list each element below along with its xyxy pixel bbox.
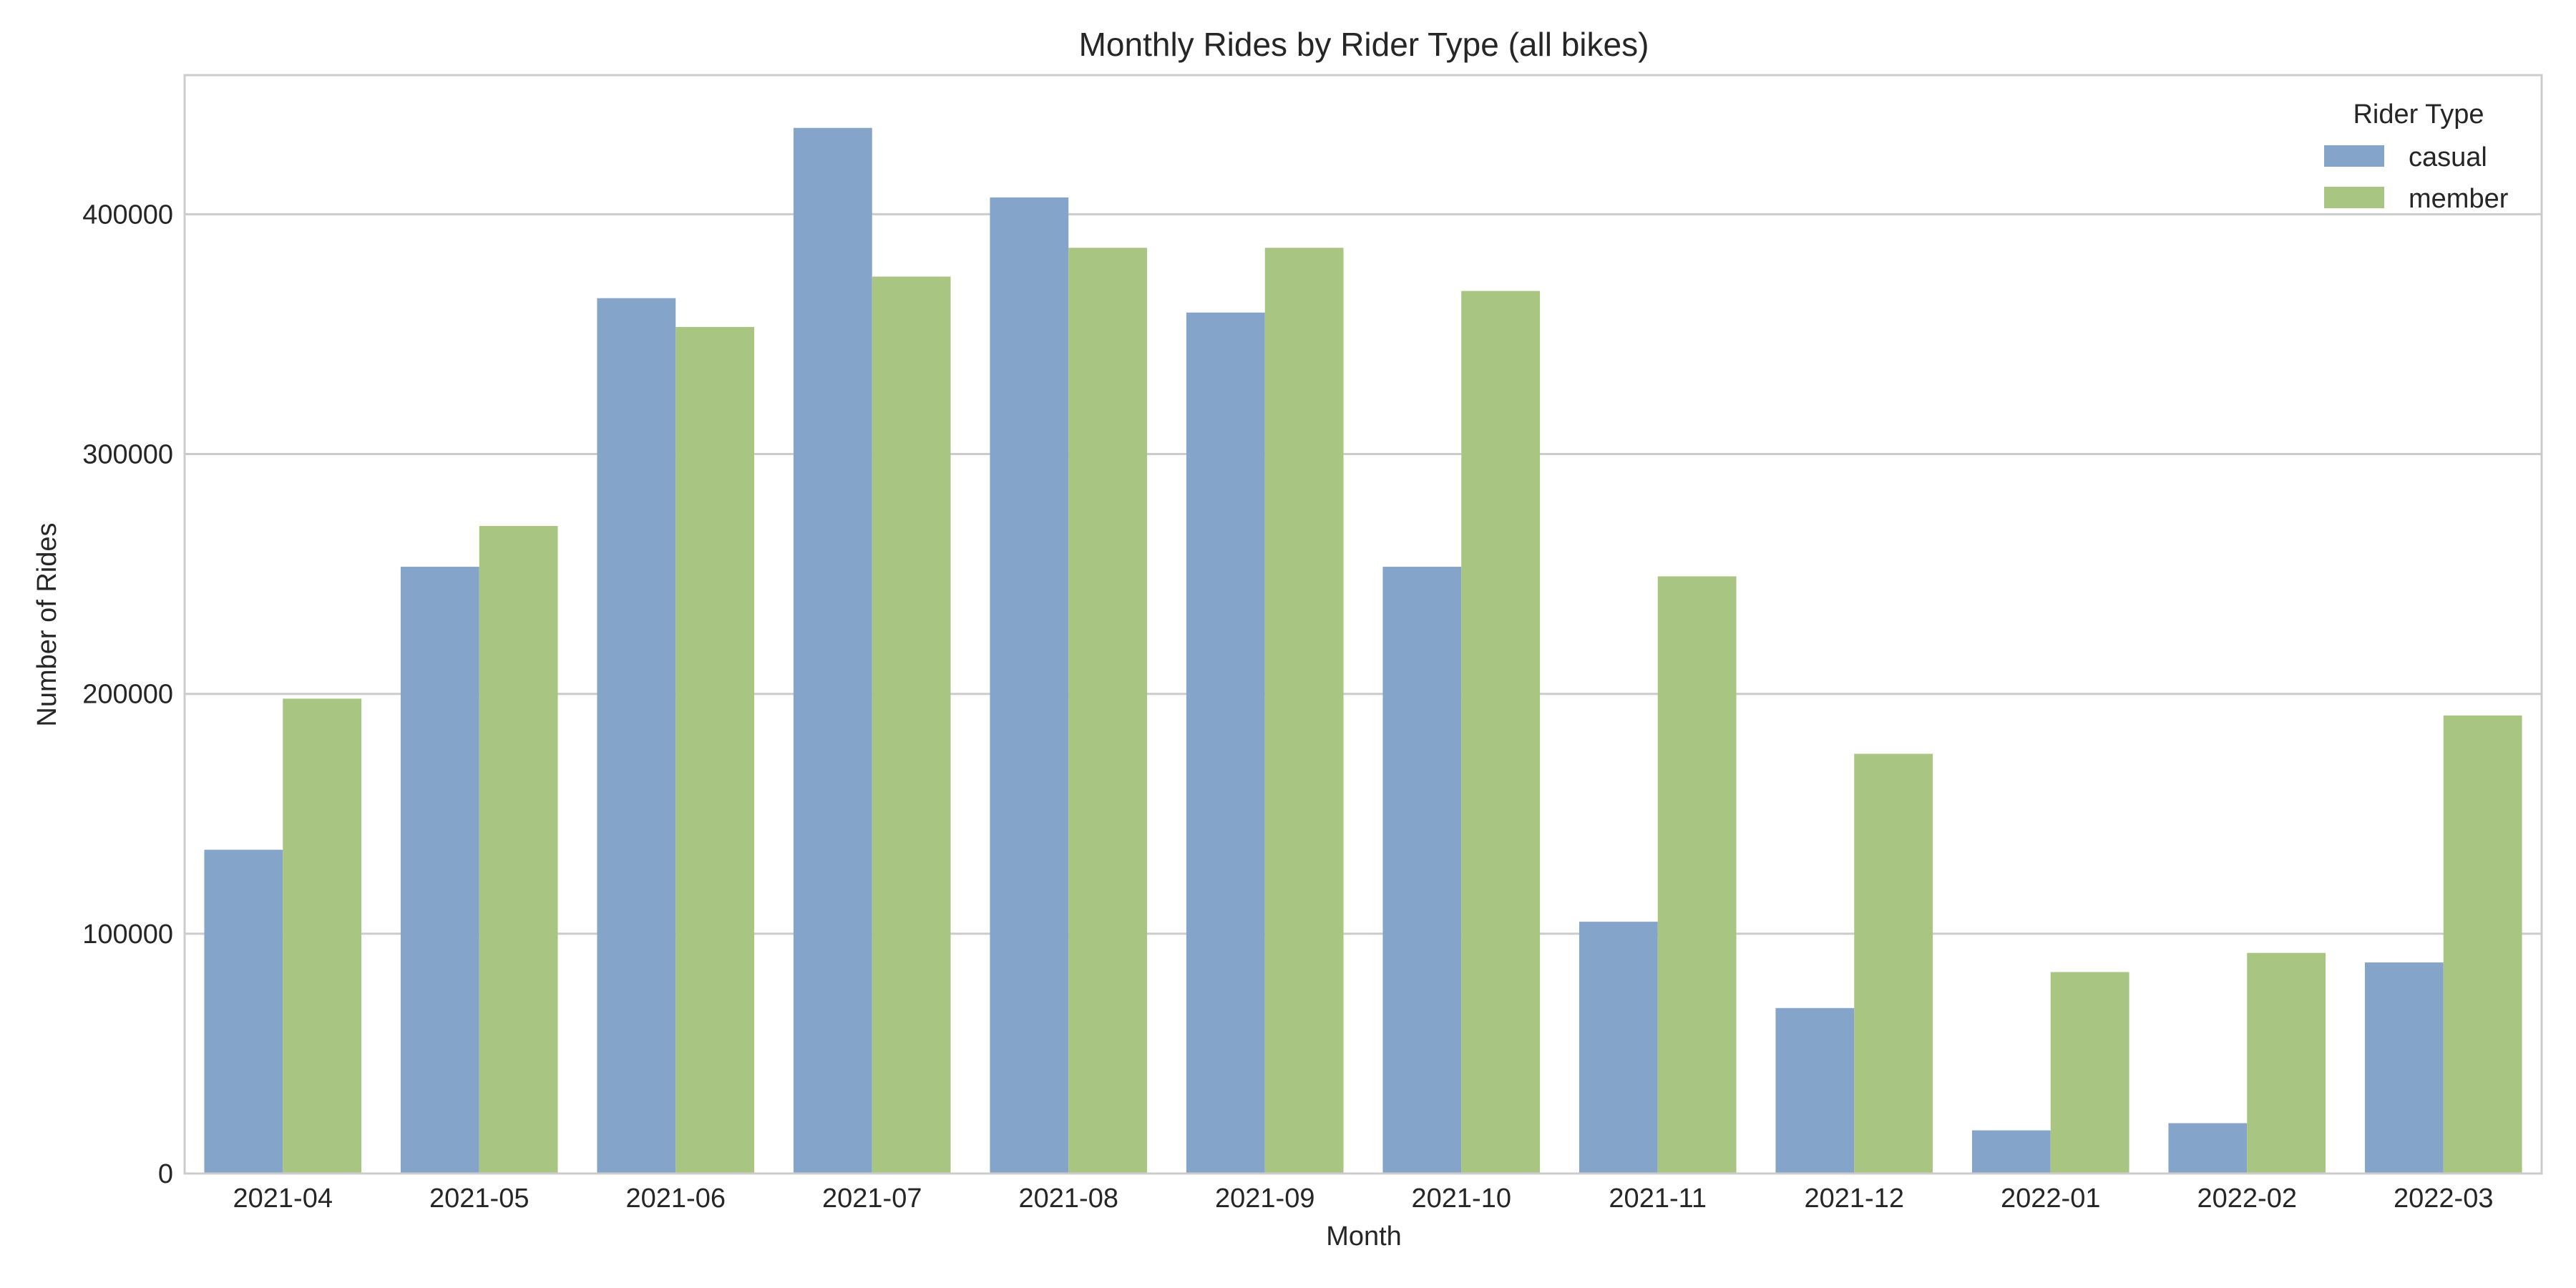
bar-member-2021-12 xyxy=(1854,753,1933,1174)
x-tick-label: 2021-08 xyxy=(1019,1184,1118,1214)
x-tick-label: 2022-01 xyxy=(2001,1184,2100,1214)
y-tick-label: 0 xyxy=(158,1159,173,1189)
bar-member-2021-09 xyxy=(1264,248,1344,1174)
x-tick-label: 2021-06 xyxy=(626,1184,726,1214)
legend-title: Rider Type xyxy=(2353,99,2484,130)
bar-casual-2022-01 xyxy=(1971,1130,2051,1174)
x-tick-label: 2021-09 xyxy=(1215,1184,1314,1214)
legend-label-member: member xyxy=(2409,184,2509,214)
legend: Rider Type casual member xyxy=(2324,99,2509,214)
x-tick-label: 2021-12 xyxy=(1805,1184,1904,1214)
chart-title: Monthly Rides by Rider Type (all bikes) xyxy=(1079,26,1649,63)
x-tick-label: 2021-10 xyxy=(1412,1184,1511,1214)
bar-casual-2021-04 xyxy=(204,849,283,1174)
x-tick-label: 2021-04 xyxy=(233,1184,333,1214)
legend-swatch-casual xyxy=(2324,145,2384,167)
y-tick-label: 200000 xyxy=(82,680,173,710)
plot-frame xyxy=(183,74,2543,1175)
x-axis-label: Month xyxy=(1326,1221,1402,1252)
bar-casual-2021-06 xyxy=(597,298,676,1174)
bar-member-2021-07 xyxy=(872,276,951,1174)
x-tick-label: 2021-05 xyxy=(429,1184,529,1214)
bar-casual-2022-02 xyxy=(2168,1123,2248,1174)
x-tick-label: 2022-03 xyxy=(2394,1184,2493,1214)
bar-member-2021-05 xyxy=(479,526,558,1174)
bar-casual-2021-05 xyxy=(400,567,479,1174)
bar-casual-2021-07 xyxy=(793,127,872,1174)
x-tick-labels: 2021-04 2021-05 2021-06 2021-07 2021-08 2021-… xyxy=(233,1184,2494,1214)
bar-member-2021-10 xyxy=(1461,291,1541,1174)
bars xyxy=(204,127,2522,1174)
bar-member-2021-04 xyxy=(283,698,362,1174)
bar-casual-2021-09 xyxy=(1186,312,1265,1174)
x-tick-label: 2021-07 xyxy=(822,1184,922,1214)
x-tick-label: 2021-11 xyxy=(1609,1184,1707,1214)
bar-member-2021-06 xyxy=(675,326,755,1174)
bar-casual-2022-03 xyxy=(2364,962,2444,1174)
y-axis-label: Number of Rides xyxy=(32,522,62,726)
y-tick-labels: 0 100000 200000 300000 400000 xyxy=(82,200,173,1189)
bar-casual-2021-10 xyxy=(1382,567,1462,1174)
bar-member-2022-01 xyxy=(2050,972,2129,1174)
bar-member-2021-11 xyxy=(1657,576,1737,1174)
legend-label-casual: casual xyxy=(2409,142,2487,172)
bar-member-2022-02 xyxy=(2247,952,2326,1174)
y-tick-label: 300000 xyxy=(82,440,173,470)
bar-casual-2021-08 xyxy=(990,197,1069,1174)
bar-member-2021-08 xyxy=(1068,248,1148,1174)
bar-casual-2021-11 xyxy=(1579,922,1658,1174)
y-tick-label: 100000 xyxy=(82,919,173,950)
x-tick-label: 2022-02 xyxy=(2197,1184,2297,1214)
y-tick-label: 400000 xyxy=(82,200,173,230)
bar-member-2022-03 xyxy=(2443,715,2522,1174)
legend-swatch-member xyxy=(2324,187,2384,208)
bar-casual-2021-12 xyxy=(1775,1008,1855,1174)
